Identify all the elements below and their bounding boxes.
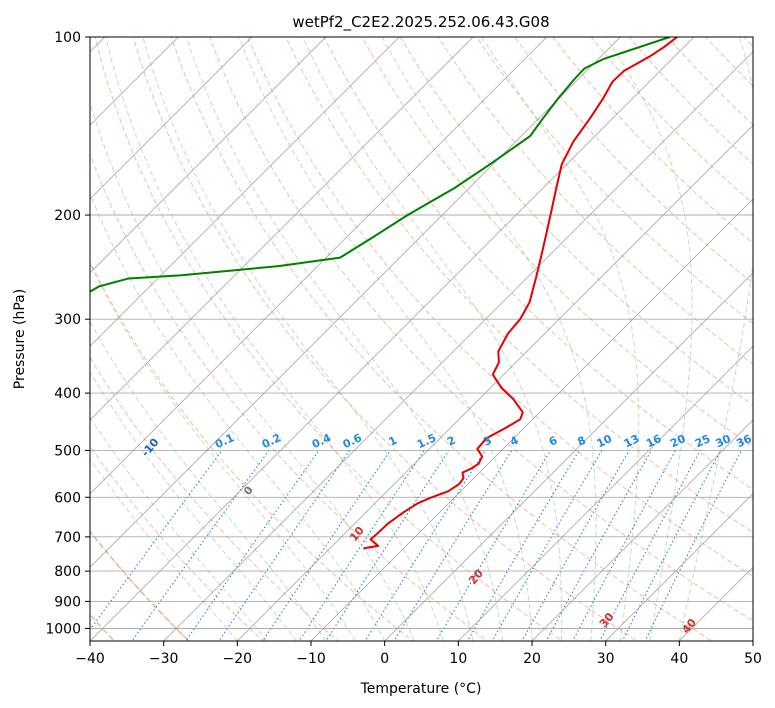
x-axis-label: Temperature (°C) — [360, 681, 482, 697]
y-tick-label: 400 — [54, 386, 81, 402]
isotherm-line — [531, 419, 753, 641]
mixing-ratio-label: 30 — [714, 432, 734, 450]
mixing-ratio-label: 16 — [644, 432, 664, 450]
mixing-ratio-label: 25 — [693, 432, 712, 450]
x-axis: −40 −30 −20 −10 0 10 20 30 40 50 — [75, 641, 762, 667]
x-tick-label: 0 — [380, 651, 389, 667]
x-tick-label: 10 — [449, 651, 467, 667]
moist-adiabat-line — [90, 192, 386, 641]
y-tick-label: 100 — [54, 30, 81, 46]
dry-adiabat-line — [170, 37, 713, 641]
y-axis-label: Pressure (hPa) — [12, 289, 28, 389]
dry-adiabat-line — [90, 530, 190, 641]
mixing-ratio-label: 36 — [734, 432, 754, 450]
dry-adiabat-line — [90, 260, 414, 641]
isotherm-line — [457, 345, 753, 641]
x-tick-label: −10 — [296, 651, 326, 667]
dry-adiabat-line — [132, 37, 638, 641]
x-tick-label: −30 — [149, 651, 179, 667]
moist-adiabat-line — [142, 37, 474, 641]
moist-adiabat-line — [238, 37, 533, 641]
isotherm-line — [605, 493, 753, 641]
dry-adiabat-line — [208, 37, 753, 622]
x-tick-label: −20 — [223, 651, 253, 667]
moist-adiabat-line — [90, 458, 238, 641]
moist-adiabat-line — [90, 416, 268, 641]
dry-adiabat-line — [90, 445, 265, 641]
y-tick-label: 500 — [54, 443, 81, 459]
y-tick-label: 200 — [54, 208, 81, 224]
moist-adiabat-line — [381, 37, 597, 641]
dry-adiabat-line — [514, 37, 753, 284]
dry-adiabat-line — [247, 37, 753, 577]
plot-area: 0.10.20.40.611.52346810131620253036-100-… — [90, 37, 754, 641]
isotherm-line — [90, 37, 548, 495]
moist-adiabat-line — [90, 262, 356, 641]
chart-title: wetPf2_C2E2.2025.252.06.43.G08 — [292, 13, 549, 32]
moist-adiabats — [90, 37, 753, 641]
isotherm-line — [236, 124, 753, 641]
moist-adiabat-line — [302, 37, 563, 641]
dry-adiabat-line — [476, 37, 753, 325]
isotherm-grid — [90, 37, 753, 641]
moist-adiabat-line — [678, 37, 753, 641]
y-axis: 100 200 300 400 500 600 700 800 900 1000 — [45, 30, 90, 637]
y-tick-label: 900 — [54, 594, 81, 610]
mixing-ratio-label: 10 — [595, 432, 615, 450]
x-tick-label: 20 — [523, 651, 541, 667]
x-tick-label: 50 — [744, 651, 762, 667]
isotherm-line — [384, 272, 753, 641]
temperature-profile-line — [363, 37, 678, 550]
sounding-series — [90, 37, 678, 550]
y-tick-label: 700 — [54, 530, 81, 546]
dry-adiabat-line — [90, 356, 339, 641]
dry-adiabat-line — [399, 37, 753, 407]
dry-adiabat-line — [94, 37, 564, 641]
isotherm-line — [90, 37, 621, 568]
moist-adiabat-line — [105, 37, 445, 641]
y-tick-label: 600 — [54, 490, 81, 506]
moist-adiabat-line — [481, 37, 640, 641]
mixing-ratio-label: 20 — [668, 432, 688, 450]
x-tick-label: 30 — [597, 651, 615, 667]
isotherm-line — [90, 37, 400, 347]
x-tick-label: 40 — [670, 651, 688, 667]
moist-adiabat-line — [605, 37, 693, 641]
dry-adiabat-line — [361, 37, 753, 448]
isotherm-line — [90, 37, 695, 641]
y-tick-label: 300 — [54, 312, 81, 328]
dewpoint-profile-line — [90, 37, 671, 293]
isotherm-line — [90, 37, 253, 200]
mixing-ratio-label: 13 — [622, 432, 641, 450]
plot-frame — [89, 36, 754, 642]
isotherm-line — [310, 198, 753, 641]
y-tick-label: 800 — [54, 564, 81, 580]
isobar-grid — [90, 37, 753, 629]
isotherm-line — [163, 51, 753, 641]
isotherm-line — [90, 37, 474, 421]
moist-adiabat-line — [90, 320, 327, 641]
x-tick-label: −40 — [75, 651, 105, 667]
y-tick-label: 1000 — [45, 621, 81, 637]
isotherm-line — [90, 37, 327, 274]
